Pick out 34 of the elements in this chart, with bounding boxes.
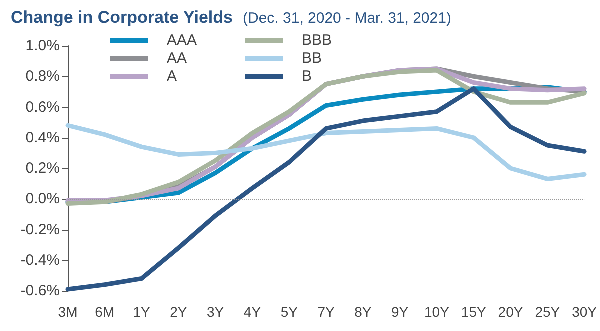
x-tick-label: 3M bbox=[58, 304, 78, 320]
line-series bbox=[66, 123, 587, 182]
x-tick-label: 8Y bbox=[354, 304, 372, 320]
x-tick-label: 15Y bbox=[461, 304, 487, 320]
y-tick-label: 1.0% bbox=[26, 38, 60, 54]
y-tick-label: -0.2% bbox=[20, 221, 60, 238]
chart-title: Change in Corporate Yields bbox=[11, 8, 233, 27]
x-tick-label: 7Y bbox=[318, 304, 336, 320]
x-tick-label: 1Y bbox=[133, 304, 152, 320]
legend-label: A bbox=[167, 68, 178, 85]
y-tick-label: -0.4% bbox=[20, 252, 60, 269]
legend-label: B bbox=[302, 68, 312, 85]
x-tick-label: 30Y bbox=[572, 304, 598, 320]
legend-label: AAA bbox=[167, 32, 198, 49]
x-tick-label: 20Y bbox=[498, 304, 524, 320]
x-tick-label: 25Y bbox=[535, 304, 561, 320]
y-tick-label: 0.8% bbox=[26, 68, 60, 86]
y-tick-label: 0.4% bbox=[26, 129, 60, 146]
y-tick-label: 0.0% bbox=[26, 190, 60, 208]
y-tick-label: -0.6% bbox=[20, 282, 60, 300]
x-tick-label: 6M bbox=[95, 304, 115, 320]
line-series bbox=[66, 86, 587, 292]
legend-label: BBB bbox=[302, 32, 332, 49]
x-tick-label: 4Y bbox=[244, 304, 262, 320]
chart-subtitle: (Dec. 31, 2020 - Mar. 31, 2021) bbox=[243, 10, 452, 27]
y-tick-label: 0.2% bbox=[26, 160, 60, 177]
x-tick-label: 9Y bbox=[392, 304, 410, 320]
x-tick-label: 2Y bbox=[170, 304, 188, 320]
x-tick-label: 3Y bbox=[207, 304, 225, 320]
x-tick-label: 5Y bbox=[280, 304, 299, 320]
x-tick-label: 10Y bbox=[424, 304, 450, 320]
y-tick-label: 0.6% bbox=[26, 98, 60, 116]
legend-label: BB bbox=[302, 50, 322, 67]
legend-label: AA bbox=[167, 50, 188, 67]
